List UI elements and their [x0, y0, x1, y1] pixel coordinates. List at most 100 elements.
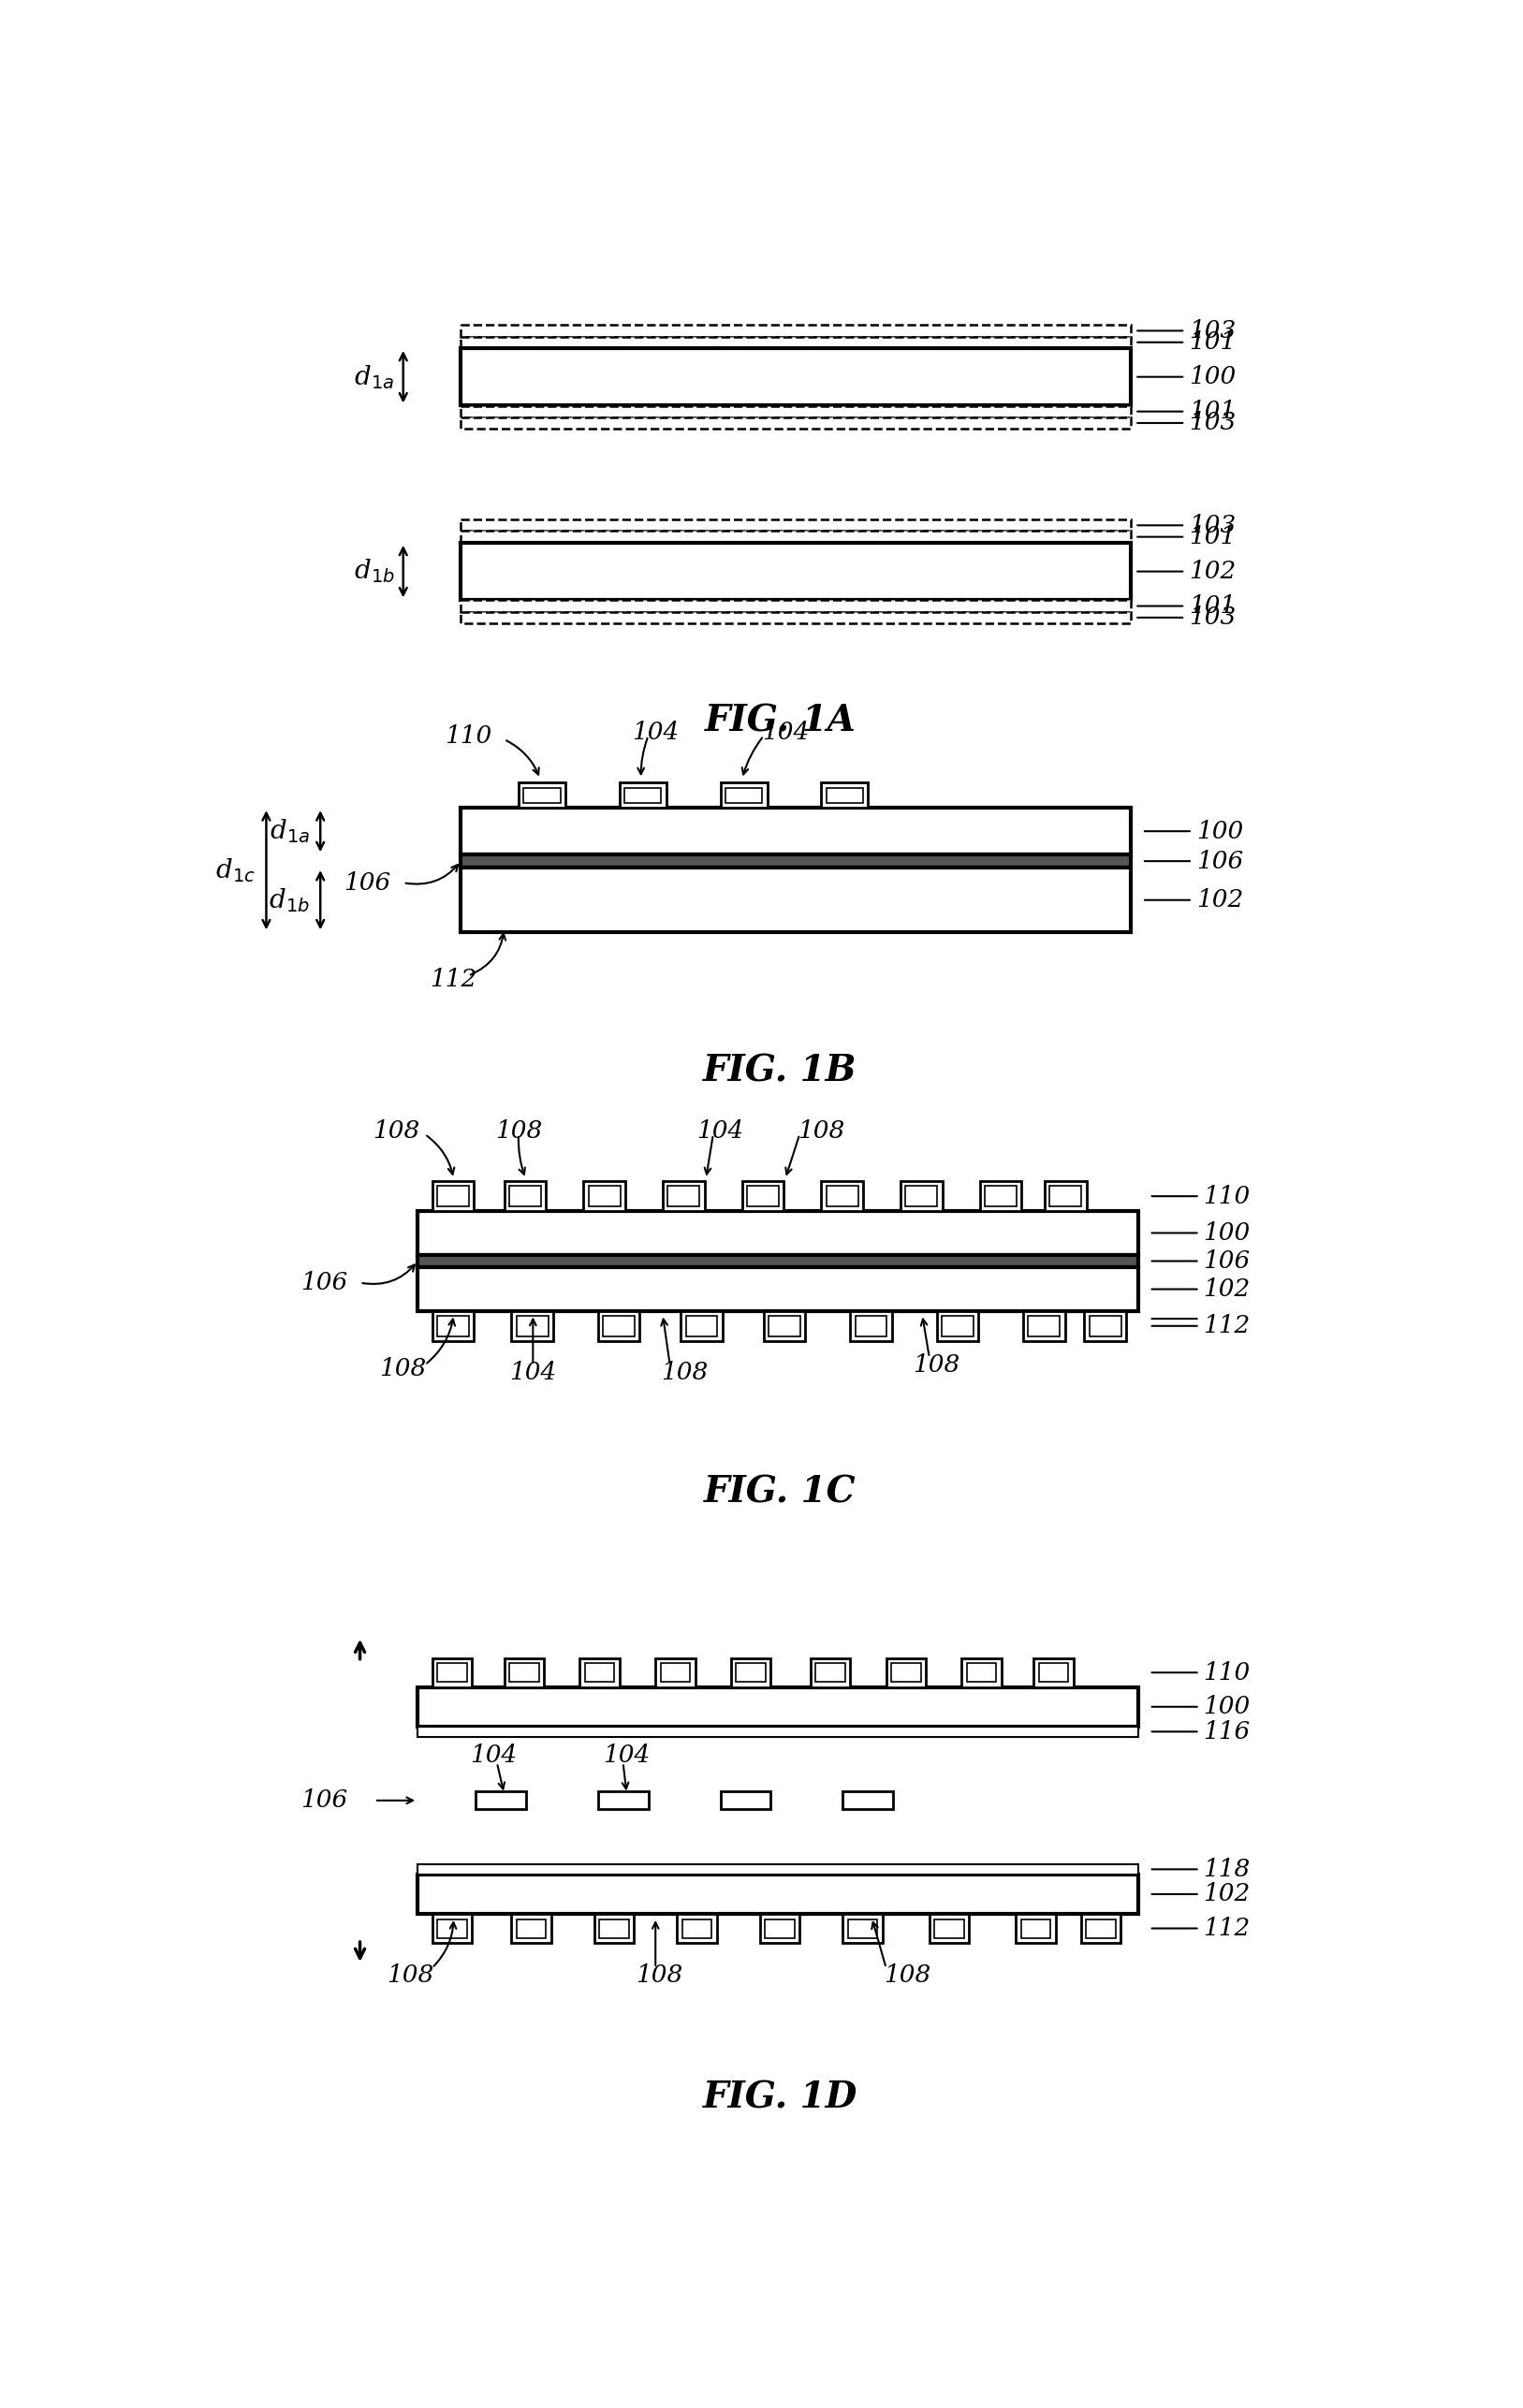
Text: 112: 112 [1203, 1917, 1250, 1941]
Text: 110: 110 [445, 725, 492, 746]
Text: 103: 103 [1189, 318, 1235, 342]
Bar [580, 1659, 620, 1688]
Bar [848, 1919, 877, 1938]
Bar [603, 1315, 635, 1336]
Bar [985, 1187, 1016, 1206]
Text: 102: 102 [1203, 1279, 1250, 1300]
Text: FIG. 1D: FIG. 1D [702, 2081, 857, 2117]
Bar [599, 1792, 649, 1808]
Bar [685, 1315, 717, 1336]
Bar [725, 787, 762, 802]
Bar [935, 1919, 964, 1938]
Bar [681, 1310, 722, 1341]
Bar [524, 787, 560, 802]
Text: 100: 100 [1196, 819, 1243, 843]
Text: 104: 104 [762, 720, 809, 744]
Text: FIG. 1A: FIG. 1A [705, 703, 856, 739]
Bar [1049, 1187, 1081, 1206]
Text: 102: 102 [1189, 559, 1235, 583]
Bar [827, 787, 864, 802]
Text: 100: 100 [1203, 1221, 1250, 1245]
Bar [461, 417, 1132, 429]
Bar [417, 1255, 1138, 1267]
Bar [433, 1914, 472, 1943]
Bar [731, 1659, 771, 1688]
Bar [720, 783, 768, 807]
Text: 110: 110 [1203, 1185, 1250, 1209]
Text: 103: 103 [1189, 607, 1235, 628]
Bar [437, 1664, 466, 1681]
Text: 118: 118 [1203, 1857, 1250, 1881]
Bar [821, 1180, 864, 1211]
Bar [461, 612, 1132, 624]
Text: 108: 108 [373, 1120, 419, 1141]
Bar [760, 1914, 800, 1943]
Bar [509, 1187, 541, 1206]
Text: 112: 112 [1203, 1315, 1250, 1336]
Bar [461, 600, 1132, 612]
Text: 100: 100 [1203, 1695, 1250, 1719]
Bar [663, 1180, 705, 1211]
Text: 112: 112 [429, 968, 477, 992]
Bar [810, 1659, 850, 1688]
Text: 108: 108 [798, 1120, 845, 1141]
Bar [1084, 1310, 1125, 1341]
Bar [417, 1211, 1138, 1255]
Bar [1034, 1659, 1074, 1688]
Text: 104: 104 [469, 1743, 516, 1767]
Text: 104: 104 [632, 720, 679, 744]
Bar [1089, 1315, 1121, 1336]
Text: 102: 102 [1196, 889, 1243, 913]
Bar [1023, 1310, 1065, 1341]
Text: 102: 102 [1203, 1883, 1250, 1905]
Bar [1045, 1180, 1086, 1211]
Bar [437, 1187, 469, 1206]
Text: 106: 106 [1203, 1250, 1250, 1274]
Bar [678, 1914, 717, 1943]
Bar [461, 807, 1132, 855]
Text: 108: 108 [387, 1963, 434, 1987]
Bar [1020, 1919, 1051, 1938]
Bar [854, 1315, 886, 1336]
Bar [937, 1310, 978, 1341]
Bar [512, 1310, 553, 1341]
Bar [461, 349, 1132, 405]
Bar [967, 1664, 996, 1681]
Text: d$_{1b}$: d$_{1b}$ [268, 886, 309, 915]
Bar [417, 1267, 1138, 1310]
Bar [742, 1180, 784, 1211]
Bar [906, 1187, 937, 1206]
Bar [433, 1659, 472, 1688]
Bar [661, 1664, 690, 1681]
Bar [1086, 1919, 1115, 1938]
Bar [667, 1187, 699, 1206]
Text: 106: 106 [1196, 850, 1243, 872]
Bar [886, 1659, 926, 1688]
Text: 104: 104 [603, 1743, 650, 1767]
Bar [433, 1180, 474, 1211]
Text: 101: 101 [1189, 525, 1235, 549]
Text: 110: 110 [1203, 1662, 1250, 1683]
Bar [929, 1914, 969, 1943]
Text: 108: 108 [495, 1120, 542, 1141]
Text: 106: 106 [300, 1271, 347, 1296]
Bar [417, 1864, 1138, 1873]
Text: 100: 100 [1189, 366, 1235, 388]
Bar [518, 783, 565, 807]
Bar [655, 1659, 694, 1688]
Bar [1081, 1914, 1121, 1943]
Text: d$_{1c}$: d$_{1c}$ [215, 857, 256, 884]
Text: 106: 106 [300, 1789, 347, 1813]
Bar [461, 532, 1132, 542]
Bar [594, 1914, 634, 1943]
Bar [585, 1664, 614, 1681]
Text: d$_{1a}$: d$_{1a}$ [355, 364, 394, 390]
Bar [941, 1315, 973, 1336]
Bar [461, 542, 1132, 600]
Text: 103: 103 [1189, 513, 1235, 537]
Bar [504, 1180, 545, 1211]
Bar [736, 1664, 766, 1681]
Bar [1028, 1315, 1060, 1336]
Bar [821, 783, 868, 807]
Bar [583, 1180, 626, 1211]
